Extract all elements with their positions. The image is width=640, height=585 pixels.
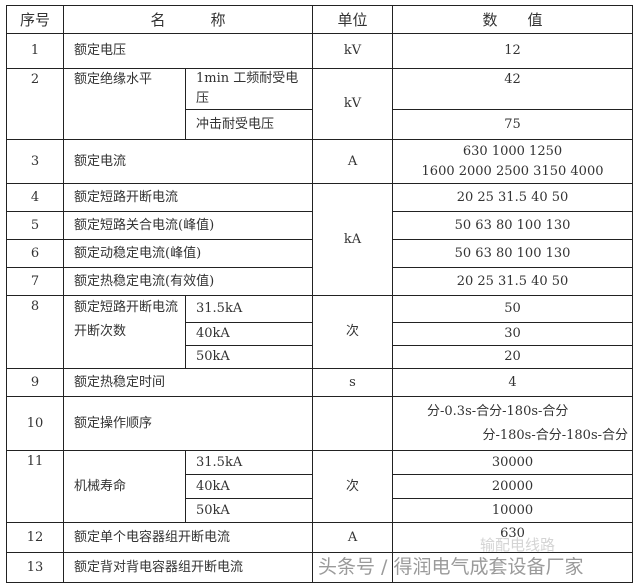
table-row: 40kA 20000 (7, 474, 634, 499)
row-value: 12 (392, 33, 634, 69)
row-name: 额定短路开断电流开断次数 (63, 295, 186, 369)
row-name: 额定动稳定电流(峰值) (62, 239, 314, 268)
row-subname: 40kA (184, 322, 314, 346)
row-value: 4 (392, 368, 634, 397)
table-row: 13 额定背对背电容器组开断电流 (6, 552, 634, 583)
spec-table: 序号 名 称 单位 数 值 1 额定电压 kV 12 2 额定绝缘水平 1min… (6, 5, 634, 583)
row-value: 42 (392, 68, 634, 110)
row-unit: A (312, 522, 394, 553)
table-row: 1 额定电压 kV 12 (6, 33, 634, 69)
header-unit: 单位 (312, 5, 394, 34)
row-no: 7 (6, 267, 64, 296)
header-value: 数 值 (392, 5, 634, 34)
row-name: 额定短路开断电流 (62, 183, 314, 212)
row-value: 30 (392, 322, 634, 346)
row-name: 额定单个电容器组开断电流 (62, 522, 314, 553)
row-value: 20 25 31.5 40 50 (392, 183, 634, 212)
row-unit: 次 (312, 295, 394, 369)
row-no: 6 (6, 239, 64, 268)
row-no: 5 (6, 211, 64, 240)
row-no: 13 (6, 552, 64, 583)
row-name: 机械寿命 (63, 450, 186, 523)
row-subname: 50kA (184, 498, 314, 523)
row-value: 50 63 80 100 130 (392, 211, 634, 240)
row-value: 20000 (392, 474, 634, 499)
row-no: 12 (6, 522, 64, 553)
header-name: 名 称 (62, 5, 314, 34)
row-no: 10 (6, 396, 64, 451)
row-name: 额定绝缘水平 (63, 68, 186, 140)
row-value: 10000 (392, 498, 634, 523)
row-name: 额定背对背电容器组开断电流 (62, 552, 314, 583)
header-no: 序号 (6, 5, 64, 34)
row-unit: s (312, 368, 394, 397)
row-no: 2 (6, 68, 64, 140)
table-row: 12 额定单个电容器组开断电流 A 630 (6, 522, 634, 553)
table-row: 6 额定动稳定电流(峰值) 50 63 80 100 130 (6, 239, 634, 268)
row-value: 20 (392, 345, 634, 369)
row-no: 3 (6, 139, 64, 184)
table-row: 7 额定热稳定电流(有效值) 20 25 31.5 40 50 (6, 267, 634, 296)
row-value: 630 (392, 522, 634, 553)
row-unit: kV (312, 33, 394, 69)
row-value: 30000 (392, 450, 634, 475)
table-row: 50kA 10000 (7, 498, 634, 523)
row-value: 75 (392, 109, 634, 140)
row-no: 9 (6, 368, 64, 397)
table-row: 9 额定热稳定时间 s 4 (6, 368, 634, 397)
row-subname: 40kA (184, 474, 314, 499)
table-row: 冲击耐受电压 75 (7, 109, 634, 140)
row-value: 50 (392, 295, 634, 323)
row-value (392, 552, 634, 583)
table-row: 3 额定电流 A 630 1000 1250 1600 2000 2500 315… (6, 139, 634, 184)
faint-watermark: 输配电线路 (480, 536, 556, 554)
row-value: 分-0.3s-合分-180s-合分 (427, 403, 569, 419)
row-value: 50 63 80 100 130 (392, 239, 634, 268)
row-unit: 次 (312, 450, 394, 523)
row-no: 4 (6, 183, 64, 212)
row-name: 额定电压 (62, 33, 314, 69)
row-value: 分-180s-合分-180s-合分 (482, 427, 629, 443)
row-no: 8 (6, 295, 64, 369)
row-value: 630 1000 1250 (462, 143, 563, 159)
table-row: 8 额定短路开断电流开断次数 31.5kA 次 50 (6, 295, 634, 369)
table-row: 11 机械寿命 31.5kA 次 30000 (6, 450, 634, 523)
row-value: 1600 2000 2500 3150 4000 (421, 163, 604, 179)
header-row: 序号 名 称 单位 数 值 (6, 5, 634, 34)
row-name: 额定操作顺序 (62, 396, 314, 451)
table-row: 50kA 20 (7, 345, 634, 369)
row-no: 1 (6, 33, 64, 69)
row-unit: kV (312, 68, 394, 140)
row-unit (312, 396, 394, 451)
row-unit: kA (312, 183, 394, 296)
row-name: 额定热稳定电流(有效值) (62, 267, 314, 296)
table-row: 40kA 30 (7, 322, 634, 346)
row-name: 额定电流 (62, 139, 314, 184)
row-subname: 1min 工频耐受电压 (184, 68, 314, 110)
table-row: 10 额定操作顺序 分-0.3s-合分-180s-合分分-180s-合分-180… (6, 396, 634, 451)
row-value: 20 25 31.5 40 50 (392, 267, 634, 296)
row-unit (312, 552, 394, 583)
watermark: 头条号 / 得润电气成套设备厂家 (318, 556, 584, 578)
row-name: 额定短路关合电流(峰值) (62, 211, 314, 240)
row-subname: 31.5kA (184, 295, 314, 323)
row-subname: 冲击耐受电压 (184, 109, 314, 140)
table-row: 2 额定绝缘水平 1min 工频耐受电压 kV 42 (6, 68, 634, 140)
row-no: 11 (6, 450, 64, 523)
table-row: 4 额定短路开断电流 kA 20 25 31.5 40 50 (6, 183, 634, 296)
row-unit: A (312, 139, 394, 184)
row-subname: 50kA (184, 345, 314, 369)
row-subname: 31.5kA (184, 450, 314, 475)
row-name: 额定热稳定时间 (62, 368, 314, 397)
